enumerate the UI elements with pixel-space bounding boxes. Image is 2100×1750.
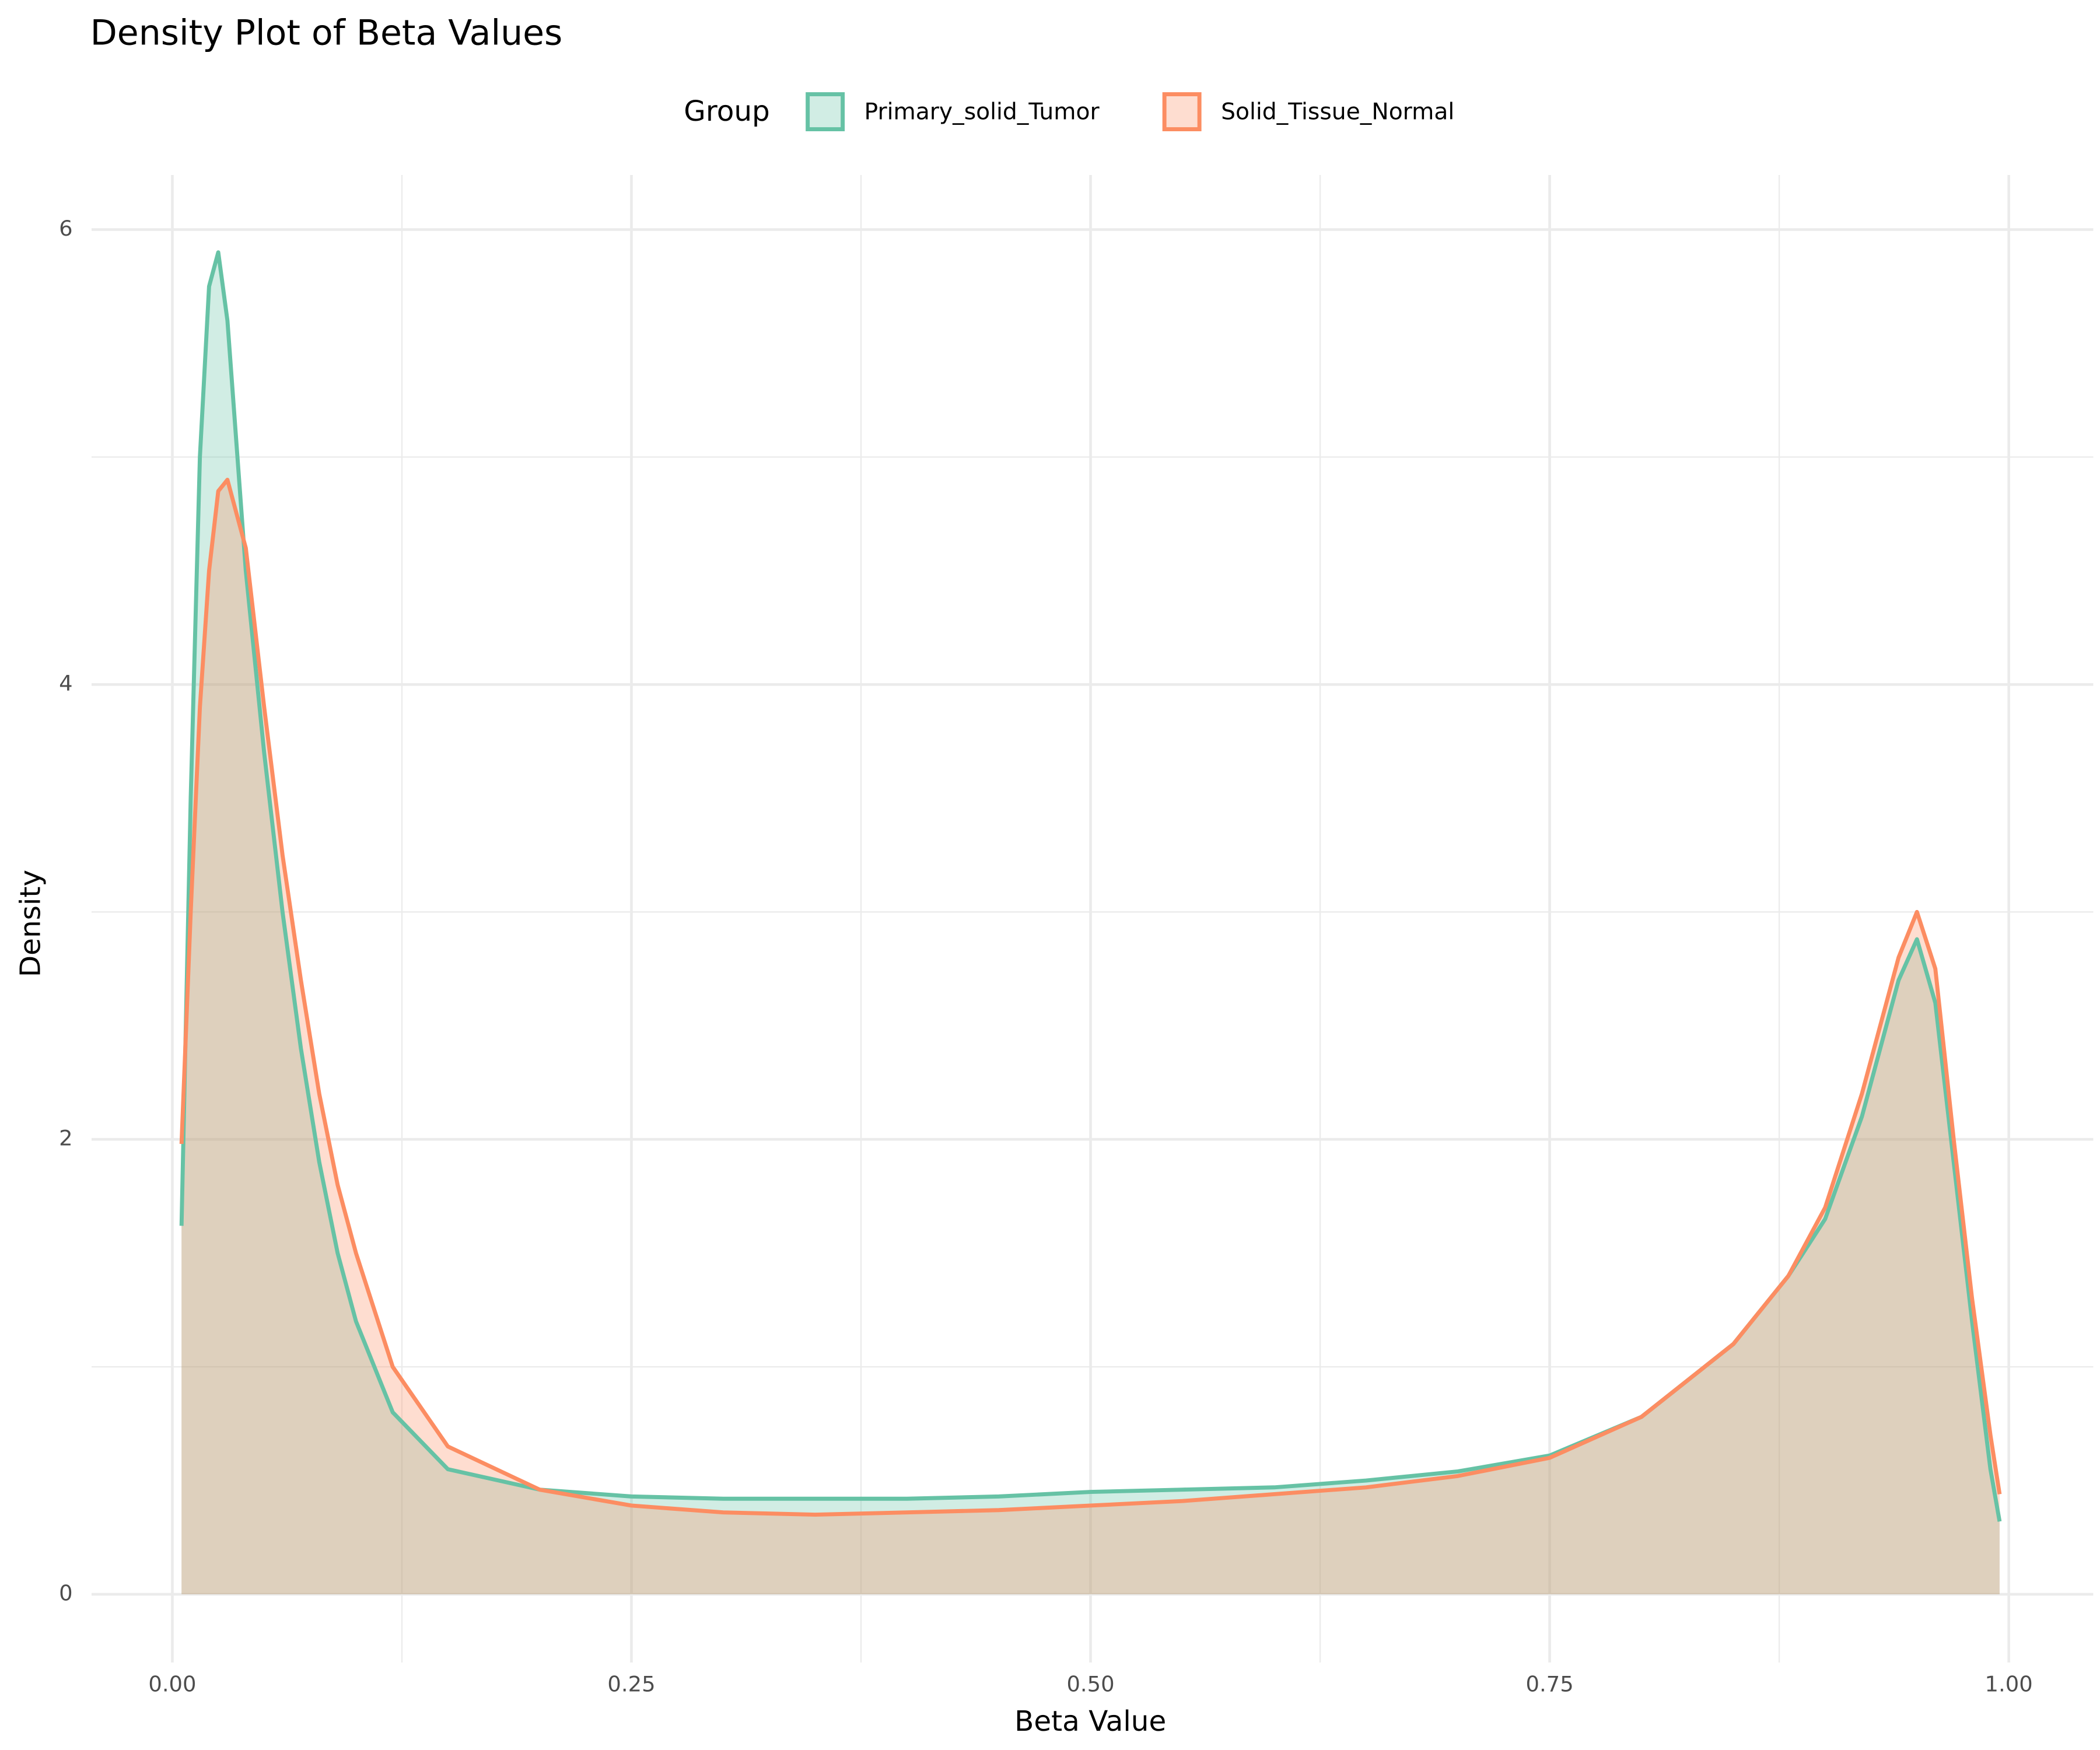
- x-tick-label: 0.00: [148, 1672, 196, 1697]
- chart-title: Density Plot of Beta Values: [90, 13, 563, 54]
- x-tick-label: 0.75: [1526, 1672, 1574, 1697]
- legend-title: Group: [684, 95, 770, 128]
- density-area: [181, 480, 2000, 1595]
- legend-swatch: [1162, 92, 1202, 131]
- density-line: [179, 250, 2002, 1522]
- density-line: [179, 478, 2002, 1517]
- y-axis-title: Density: [14, 870, 47, 977]
- legend-label: Solid_Tissue_Normal: [1221, 99, 1454, 125]
- density-area: [181, 252, 2000, 1595]
- y-tick-label: 6: [59, 216, 72, 241]
- x-tick-label: 0.50: [1066, 1672, 1114, 1697]
- x-tick-label: 0.25: [607, 1672, 655, 1697]
- y-tick-label: 0: [59, 1581, 72, 1606]
- legend-swatch: [806, 92, 845, 131]
- legend-label: Primary_solid_Tumor: [864, 99, 1100, 125]
- y-tick-label: 4: [59, 671, 72, 696]
- y-tick-label: 2: [59, 1126, 72, 1151]
- x-tick-label: 1.00: [1985, 1672, 2033, 1697]
- x-axis-title: Beta Value: [1014, 1705, 1166, 1738]
